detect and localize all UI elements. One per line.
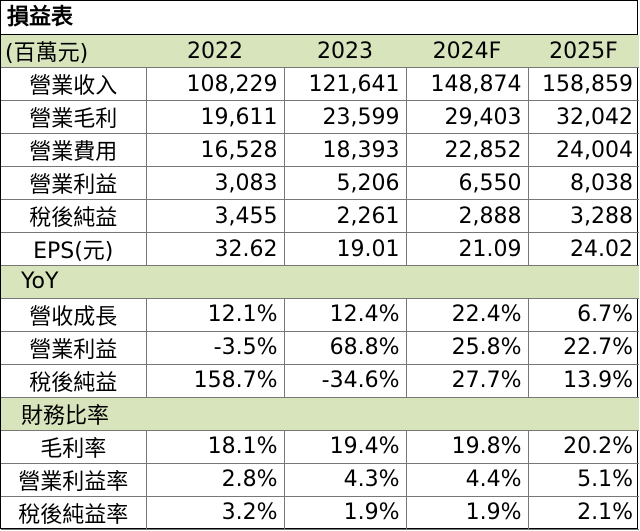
cell-value: 158.7% — [145, 364, 284, 398]
cell-value: 2,261 — [283, 199, 406, 233]
income-statement-table: (百萬元) 2022 2023 2024F 2025F 營業收入 108,229… — [1, 35, 639, 530]
table-row: 營業利益 3,083 5,206 6,550 8,038 — [1, 166, 639, 200]
cell-value: 2.8% — [145, 463, 284, 497]
cell-value: 24.02 — [527, 232, 639, 266]
table-row: 營業毛利 19,611 23,599 29,403 32,042 — [1, 100, 639, 134]
table-row: 營業收入 108,229 121,641 148,874 158,859 — [1, 67, 639, 101]
unit-label: (百萬元) — [1, 35, 146, 68]
sheet-title: 損益表 — [1, 1, 637, 35]
cell-value: 13.9% — [527, 364, 639, 398]
table-row: 營收成長 12.1% 12.4% 22.4% 6.7% — [1, 298, 639, 332]
cell-value: 4.3% — [283, 463, 406, 497]
row-label: 營業利益率 — [1, 463, 146, 497]
cell-value: 6.7% — [527, 298, 639, 332]
cell-value: 27.7% — [405, 364, 528, 398]
table-row: 稅後純益率 3.2% 1.9% 1.9% 2.1% — [1, 496, 639, 530]
year-header: 2022 — [146, 35, 284, 68]
cell-value: 16,528 — [145, 133, 284, 167]
cell-value: 19.01 — [283, 232, 406, 266]
table-row: 稅後純益 158.7% -34.6% 27.7% 13.9% — [1, 364, 639, 398]
row-label: 營業利益 — [1, 331, 146, 365]
year-header: 2023 — [284, 35, 406, 68]
section-label: 財務比率 — [1, 397, 639, 431]
cell-value: 3,083 — [145, 166, 284, 200]
section-label: YoY — [1, 265, 639, 299]
cell-value: -3.5% — [145, 331, 284, 365]
cell-value: 2.1% — [527, 496, 639, 530]
cell-value: 108,229 — [145, 67, 284, 101]
cell-value: 24,004 — [527, 133, 639, 167]
cell-value: 8,038 — [527, 166, 639, 200]
cell-value: 1.9% — [283, 496, 406, 530]
cell-value: 121,641 — [283, 67, 406, 101]
row-label: 營業收入 — [1, 67, 146, 101]
cell-value: 3.2% — [145, 496, 284, 530]
table-row: EPS(元) 32.62 19.01 21.09 24.02 — [1, 232, 639, 266]
cell-value: 1.9% — [405, 496, 528, 530]
cell-value: 25.8% — [405, 331, 528, 365]
cell-value: 22,852 — [405, 133, 528, 167]
cell-value: 3,455 — [145, 199, 284, 233]
cell-value: 19,611 — [145, 100, 284, 134]
cell-value: 6,550 — [405, 166, 528, 200]
cell-value: 2,888 — [405, 199, 528, 233]
cell-value: 12.1% — [145, 298, 284, 332]
cell-value: 29,403 — [405, 100, 528, 134]
row-label: 營收成長 — [1, 298, 146, 332]
cell-value: 18,393 — [283, 133, 406, 167]
cell-value: 18.1% — [145, 430, 284, 464]
cell-value: 5.1% — [527, 463, 639, 497]
section-row-ratios: 財務比率 — [1, 397, 639, 431]
cell-value: 23,599 — [283, 100, 406, 134]
cell-value: 5,206 — [283, 166, 406, 200]
row-label: 稅後純益率 — [1, 496, 146, 530]
row-label: 營業利益 — [1, 166, 146, 200]
cell-value: 19.8% — [405, 430, 528, 464]
cell-value: 20.2% — [527, 430, 639, 464]
cell-value: 19.4% — [283, 430, 406, 464]
cell-value: 12.4% — [283, 298, 406, 332]
cell-value: -34.6% — [283, 364, 406, 398]
year-header: 2025F — [528, 35, 639, 68]
row-label: 毛利率 — [1, 430, 146, 464]
section-row-yoy: YoY — [1, 265, 639, 299]
table-row: 營業利益 -3.5% 68.8% 25.8% 22.7% — [1, 331, 639, 365]
cell-value: 4.4% — [405, 463, 528, 497]
row-label: 營業費用 — [1, 133, 146, 167]
cell-value: 22.7% — [527, 331, 639, 365]
cell-value: 158,859 — [527, 67, 639, 101]
row-label: EPS(元) — [1, 232, 146, 266]
table-row: 營業利益率 2.8% 4.3% 4.4% 5.1% — [1, 463, 639, 497]
row-label: 營業毛利 — [1, 100, 146, 134]
cell-value: 68.8% — [283, 331, 406, 365]
row-label: 稅後純益 — [1, 199, 146, 233]
header-row: (百萬元) 2022 2023 2024F 2025F — [1, 35, 639, 68]
year-header: 2024F — [406, 35, 528, 68]
cell-value: 32.62 — [145, 232, 284, 266]
table-row: 稅後純益 3,455 2,261 2,888 3,288 — [1, 199, 639, 233]
table-row: 毛利率 18.1% 19.4% 19.8% 20.2% — [1, 430, 639, 464]
cell-value: 148,874 — [405, 67, 528, 101]
cell-value: 3,288 — [527, 199, 639, 233]
cell-value: 22.4% — [405, 298, 528, 332]
table-row: 營業費用 16,528 18,393 22,852 24,004 — [1, 133, 639, 167]
cell-value: 21.09 — [405, 232, 528, 266]
row-label: 稅後純益 — [1, 364, 146, 398]
cell-value: 32,042 — [527, 100, 639, 134]
